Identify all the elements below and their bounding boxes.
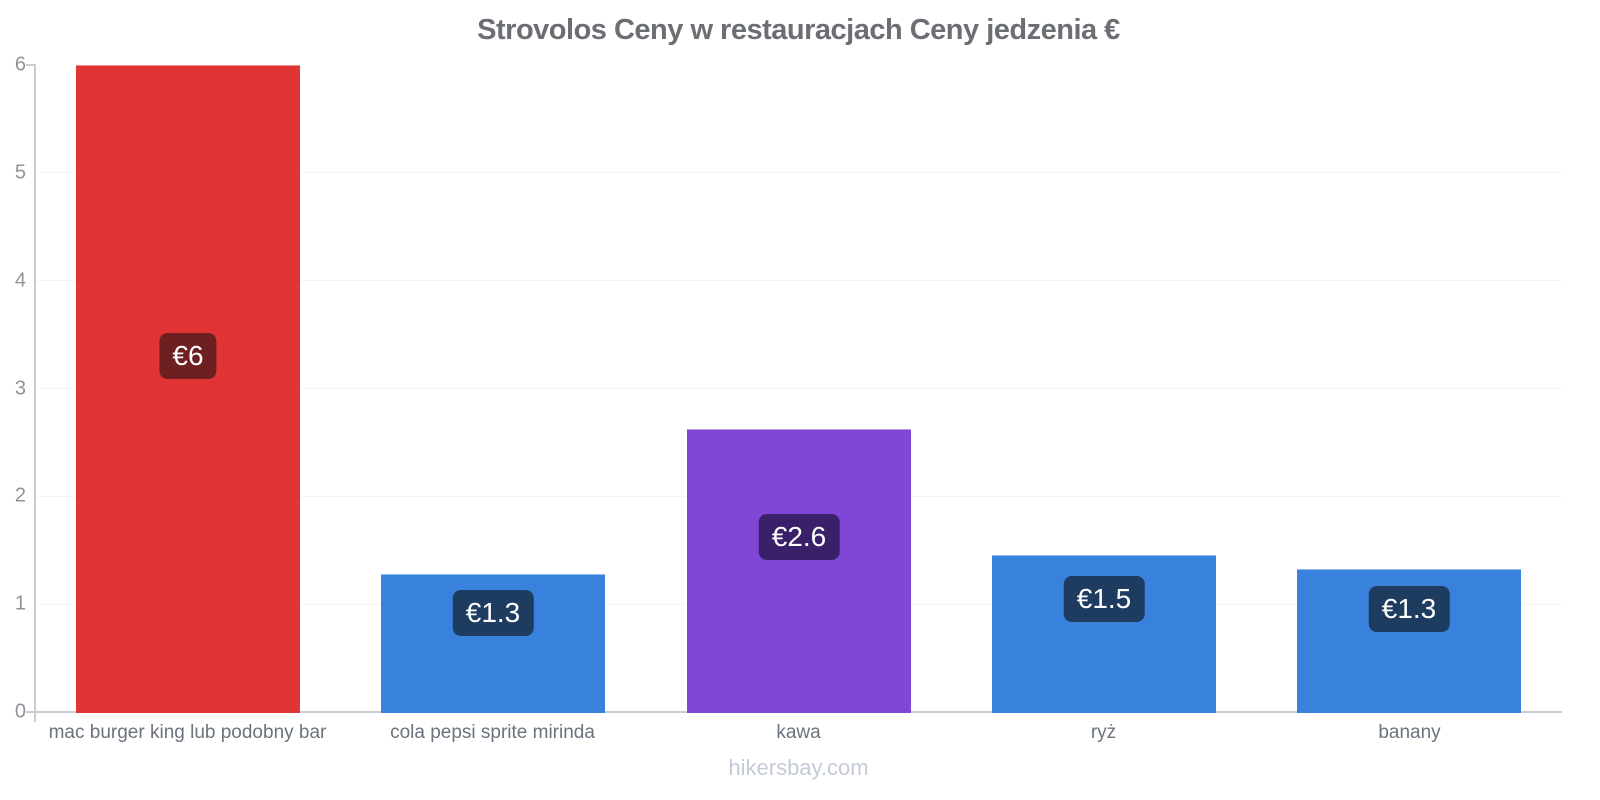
y-tick-label-3: 3 — [14, 377, 26, 399]
y-axis-line — [34, 65, 36, 722]
y-gridline-5 — [35, 172, 1562, 174]
bar-0[interactable] — [76, 65, 300, 713]
y-tick-label-1: 1 — [14, 592, 26, 615]
bar-2[interactable] — [687, 429, 911, 713]
y-tick-label-4: 4 — [14, 269, 26, 292]
x-axis-label-4: banany — [1378, 722, 1441, 743]
bar-value-label-2: €2.6 — [758, 514, 840, 560]
y-tick-label-6: 6 — [14, 53, 26, 76]
bar-value-label-1: €1.3 — [452, 590, 534, 636]
y-tick-label-2: 2 — [14, 484, 26, 507]
bar-value-label-0: €6 — [159, 333, 217, 379]
bar-value-label-4: €1.3 — [1368, 586, 1450, 632]
bar-value-label-3: €1.5 — [1063, 576, 1145, 622]
x-axis-label-0: mac burger king lub podobny bar — [48, 722, 327, 743]
x-axis-label-1: cola pepsi sprite mirinda — [390, 722, 595, 743]
y-gridline-4 — [35, 280, 1562, 282]
x-axis-label-3: ryż — [1090, 722, 1117, 743]
x-axis-label-2: kawa — [776, 722, 821, 743]
y-tick-label-5: 5 — [14, 161, 26, 184]
y-gridline-3 — [35, 388, 1562, 389]
y-tick-label-0: 0 — [14, 700, 26, 723]
y-axis-tick-6 — [26, 64, 36, 66]
footer-watermark-link[interactable]: hikersbay.com — [728, 755, 869, 780]
chart-title: Strovolos Ceny w restauracjach Ceny jedz… — [477, 14, 1120, 46]
